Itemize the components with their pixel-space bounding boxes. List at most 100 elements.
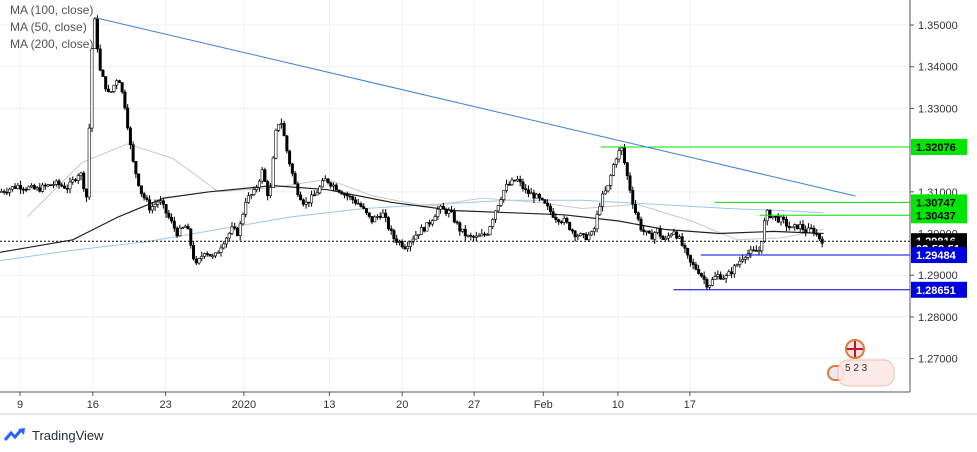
tradingview-branding[interactable]: TradingView — [4, 424, 104, 446]
candle-body-29 — [79, 172, 83, 176]
candle-body-21 — [57, 180, 61, 186]
candle-body-177 — [485, 234, 489, 237]
candle-body-239 — [655, 228, 659, 233]
candle-body-79 — [216, 252, 220, 254]
candle-body-135 — [370, 216, 374, 223]
candle-body-163 — [447, 210, 451, 214]
candle-body-50 — [137, 173, 141, 187]
candle-body-288 — [790, 226, 794, 229]
candle-body-4 — [10, 186, 14, 190]
candle-body-59 — [161, 200, 165, 205]
candle-body-42 — [115, 80, 119, 86]
tradingview-logo-icon — [4, 428, 25, 441]
candle-body-157 — [430, 220, 434, 225]
candle-body-99 — [271, 157, 275, 188]
candle-body-45 — [123, 91, 127, 109]
event-badges[interactable]: 5 2 3 — [827, 339, 895, 387]
candle-body-136 — [373, 216, 377, 223]
candle-body-286 — [784, 219, 788, 227]
moving-averages — [0, 143, 824, 262]
candle-body-277 — [760, 241, 764, 252]
candle-body-211 — [579, 233, 583, 237]
candle-body-280 — [768, 209, 772, 219]
candle-body-36 — [98, 48, 102, 71]
candle-body-57 — [156, 201, 160, 205]
candle-body-43 — [117, 80, 121, 83]
candle-body-253 — [694, 264, 698, 270]
candle-body-207 — [568, 222, 572, 231]
event-count-pill[interactable] — [837, 359, 895, 387]
candle-body-125 — [343, 193, 347, 196]
candle-body-298 — [817, 234, 821, 240]
candle-body-269 — [738, 260, 742, 265]
candle-body-100 — [274, 129, 278, 159]
candle-body-16 — [43, 184, 47, 187]
candle-body-214 — [587, 234, 591, 241]
candle-body-170 — [466, 235, 470, 237]
descending-trendline[interactable] — [94, 17, 856, 197]
candle-body-38 — [104, 76, 108, 90]
candle-body-131 — [359, 203, 363, 207]
candle-body-162 — [444, 208, 448, 214]
candle-body-183 — [502, 190, 506, 200]
candle-body-52 — [142, 193, 146, 199]
brand-name: TradingView — [32, 427, 104, 443]
legend-ma-200[interactable]: MA (200, close) — [10, 37, 94, 51]
candle-body-138 — [378, 216, 382, 218]
candle-body-144 — [395, 238, 399, 243]
candle-body-287 — [787, 225, 791, 228]
candle-body-161 — [441, 205, 445, 210]
candle-body-155 — [425, 222, 429, 232]
candle-body-119 — [326, 178, 330, 184]
candle-body-129 — [353, 199, 357, 204]
candle-body-12 — [32, 185, 36, 190]
candle-body-187 — [513, 179, 517, 182]
candle-body-15 — [41, 184, 45, 192]
candle-body-86 — [235, 227, 239, 236]
candle-body-145 — [397, 241, 401, 243]
candle-body-195 — [535, 193, 539, 199]
candle-body-249 — [683, 245, 687, 249]
candle-body-260 — [713, 276, 717, 280]
event-count-label: 5 2 3 — [845, 363, 868, 374]
candle-body-175 — [480, 233, 484, 237]
candle-body-109 — [299, 194, 303, 201]
candle-body-265 — [727, 271, 731, 277]
candle-body-276 — [757, 250, 761, 253]
candle-body-244 — [669, 233, 673, 237]
candle-body-228 — [625, 162, 629, 177]
candle-body-184 — [504, 184, 508, 191]
candle-body-32 — [87, 127, 91, 198]
candle-body-225 — [617, 150, 621, 160]
candle-body-64 — [175, 227, 179, 237]
price-tick-label-0: 1.35000 — [918, 20, 958, 32]
candle-body-229 — [628, 175, 632, 191]
candle-body-194 — [532, 192, 536, 199]
candle-body-113 — [310, 194, 314, 204]
candle-body-90 — [246, 195, 250, 203]
candle-body-274 — [752, 249, 756, 252]
candle-body-71 — [194, 258, 198, 264]
candle-body-178 — [488, 226, 492, 236]
candle-body-70 — [192, 245, 196, 260]
candle-body-76 — [208, 253, 212, 257]
time-tick-label-5: 20 — [396, 399, 408, 411]
candle-body-39 — [106, 88, 110, 92]
candle-body-78 — [213, 252, 217, 257]
candle-body-190 — [521, 181, 525, 189]
indicator-legend: MA (100, close) MA (50, close) MA (200, … — [10, 2, 93, 53]
legend-ma-100[interactable]: MA (100, close) — [10, 3, 94, 17]
candle-body-189 — [518, 178, 522, 183]
candle-body-17 — [46, 184, 50, 187]
time-tick-label-9: 17 — [684, 399, 696, 411]
candle-body-60 — [164, 204, 168, 214]
legend-ma-50[interactable]: MA (50, close) — [10, 20, 87, 34]
candle-body-116 — [318, 186, 322, 194]
price-tags: 1.320761.307471.304371.2981602:58:511.29… — [911, 138, 967, 298]
time-tick-label-8: 10 — [612, 399, 624, 411]
candle-body-137 — [375, 216, 379, 218]
candle-body-128 — [351, 196, 355, 201]
candle-body-198 — [543, 199, 547, 204]
candle-body-266 — [730, 271, 734, 275]
